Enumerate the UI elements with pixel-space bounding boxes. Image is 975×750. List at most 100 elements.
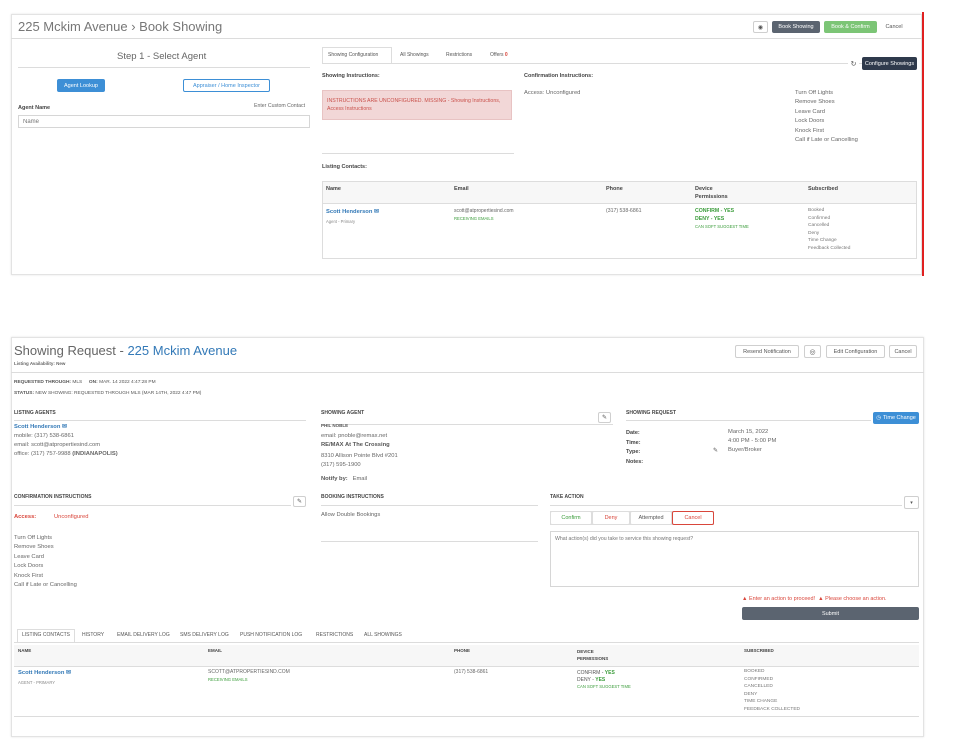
checklist-item: Turn Off Lights [795,90,834,96]
tab-showing-configuration[interactable] [322,47,392,63]
showing-agent-divider [321,424,613,425]
contact-name-link[interactable]: Scott Henderson ✉ [326,209,379,215]
cancel-action-tab[interactable]: Cancel [672,511,714,525]
tab-offers[interactable]: Offers 0 [490,52,508,58]
contact-role: Agent - Primary [326,219,356,224]
preview-button[interactable]: ◉ [753,21,768,33]
step-divider [18,67,310,68]
tab-all-showings-bottom[interactable]: ALL SHOWINGS [364,632,402,638]
configure-showings-button[interactable]: Configure Showings [862,57,917,70]
contact-name: Scott Henderson [326,209,373,215]
step-title: Step 1 - Select Agent [117,51,207,62]
refresh-button[interactable]: ↻ [848,58,859,69]
subscribed-item: FEEDBACK COLLECTED [744,706,800,712]
cancel-button[interactable]: Cancel [880,21,908,33]
offers-count-badge: 0 [504,52,508,58]
confirmation-item: Lock Doors [14,563,44,570]
deny-action-tab[interactable]: Deny [592,511,630,525]
tab-history[interactable]: HISTORY [82,632,105,638]
listing-agents-header: LISTING AGENTS [14,410,56,416]
subscribed-list: Booked Confirmed Cancelled Deny Time Cha… [808,207,850,253]
warning-choose: Please choose an action. [825,596,887,602]
page-title: 225 Mckim Avenue › Book Showing [18,19,223,34]
showing-agent-office: RE/MAX At The Crossing [321,442,390,448]
booking-divider [321,505,538,506]
agent-name-label: Agent Name [18,105,51,111]
take-action-divider [550,505,902,506]
request-header-divider [11,372,924,373]
book-showing-button[interactable]: Book Showing [772,21,820,33]
listing-agent-name[interactable]: Scott Henderson ✉ [14,424,67,430]
edit-showing-agent-button[interactable]: ✎ [598,412,611,423]
listing-agents-divider [14,420,306,421]
th-phone-bottom: PHONE [454,648,471,653]
action-notes-textarea[interactable] [550,531,919,587]
request-title: Showing Request - 225 Mckim Avenue [14,343,237,358]
confirm-action-tab[interactable]: Confirm [550,511,592,525]
submit-button[interactable]: Submit [742,607,919,620]
edit-confirmation-button[interactable]: ✎ [293,496,306,507]
custom-contact-link[interactable]: Enter Custom Contact [254,103,306,109]
tab-listing-contacts[interactable] [17,629,75,642]
type-label: Type: [626,449,641,455]
notify-by: Notify by: Email [321,475,367,485]
checklist-item: Remove Shoes [795,99,835,106]
showing-request-labels: Date: Time: Type: Notes: [626,429,643,467]
confirmation-list: Turn Off Lights Remove Shoes Leave Card … [14,534,77,590]
attempted-action-tab[interactable]: Attempted [630,511,672,525]
email-icon: ✉ [374,209,379,215]
office-city: (INDIANAPOLIS) [72,451,118,457]
tab-push-notification-log[interactable]: PUSH NOTIFICATION LOG [240,632,303,638]
showing-time: 4:00 PM - 5:00 PM [728,438,777,444]
chevron-down-icon: ▾ [910,499,913,506]
checklist-item: Call if Late or Cancelling [795,137,858,144]
edit-type-pencil-icon[interactable]: ✎ [713,448,719,454]
requested-through-label: REQUESTED THROUGH: [14,380,72,385]
resend-notification-button[interactable]: Resend Notification [735,345,799,358]
office-phone: office: (317) 757-9988 [14,451,71,457]
showing-agent-name: PHIL NOBLE [321,423,349,428]
showing-agent-email: email: pnoble@remax.net [321,433,388,439]
confirmation-item: Call if Late or Cancelling [14,582,77,589]
agent-name-input[interactable] [18,115,310,128]
tab-all-showings[interactable]: All Showings [400,52,429,58]
th-name-bottom: NAME [18,648,32,653]
request-cancel-button[interactable]: Cancel [889,345,917,358]
showing-agent-address: 8310 Allison Pointe Blvd #201 [321,453,398,459]
checklist-item: Lock Doors [795,118,825,125]
bottom-tabs-divider [14,642,919,643]
subscribed-item: CANCELLED [744,684,773,690]
bottom-contact-name[interactable]: Scott Henderson ✉ [18,670,71,676]
confirmation-divider [14,505,291,506]
tab-restrictions[interactable]: Restrictions [446,52,473,58]
subscribed-item: Booked [808,208,825,213]
warnings: ▲ Enter an action to proceed! ▲ Please c… [742,596,887,602]
bottom-contact-phone: (317) 538-6861 [454,669,489,675]
appraiser-button[interactable]: Appraiser / Home Inspector [183,79,270,92]
confirm-permission: CONFIRM - YES [695,208,735,214]
subscribed-item: TIME CHANGE [744,699,778,705]
deny-permission: DENY - YES [695,216,725,222]
subscribed-item: CONFIRMED [744,676,774,682]
status-line: STATUS: NEW SHOWING: REQUESTED THROUGH M… [14,391,201,396]
tab-sms-delivery-log[interactable]: SMS DELIVERY LOG [180,632,229,638]
time-change-button[interactable]: ◷ Time Change [873,412,919,424]
request-title-prefix: Showing Request - [14,343,128,358]
booking-text: Allow Double Bookings [321,512,381,518]
tab-email-delivery-log[interactable]: EMAIL DELIVERY LOG [117,632,170,638]
th-device-permissions-bottom: DEVICE PERMISSIONS [577,649,609,661]
table-header-row [323,182,916,204]
view-button[interactable]: ◎ [804,345,821,358]
take-action-dropdown[interactable]: ▾ [904,496,919,509]
contact-phone: (317) 538-6861 [606,208,642,214]
book-confirm-button[interactable]: Book & Confirm [824,21,877,33]
tab-restrictions-bottom[interactable]: RESTRICTIONS [316,632,354,638]
booking-bottom-divider [321,541,538,542]
agent-lookup-button[interactable]: Agent Lookup [57,79,105,92]
showing-date: March 15, 2022 [728,429,769,435]
tabs-divider [322,63,917,64]
booking-header: BOOKING INSTRUCTIONS [321,494,384,500]
edit-configuration-button[interactable]: Edit Configuration [826,345,885,358]
time-change-label: Time Change [883,415,916,421]
showing-instructions-label: Showing Instructions: [322,73,380,79]
